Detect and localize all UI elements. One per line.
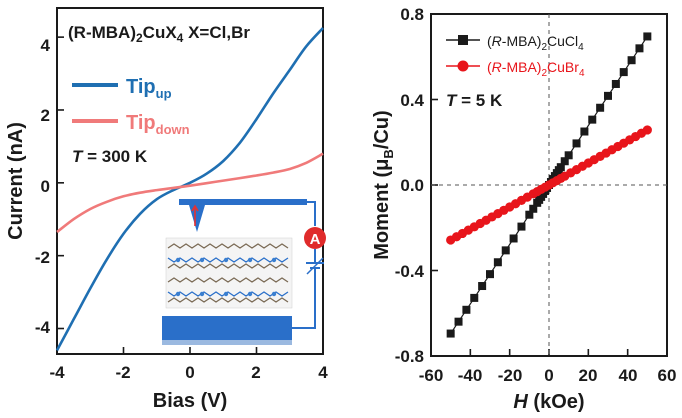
- circuit-wire-bottom: [292, 269, 316, 329]
- tip-icon: [189, 205, 205, 232]
- right-ytick: 0.4: [400, 91, 424, 110]
- data-point-cucl4: [509, 234, 518, 243]
- right-temperature-label: T = 5 K: [446, 91, 503, 110]
- ammeter-label: A: [310, 231, 321, 248]
- legend-marker-cubr4: [457, 60, 469, 72]
- data-point-cucl4: [446, 329, 455, 338]
- left-ytick: 4: [41, 36, 51, 55]
- legend-label-cubr4: (R-MBA)2CuBr4: [487, 59, 585, 79]
- left-y-tick-labels: -4 -2 0 2 4: [35, 36, 51, 337]
- data-point-cubr4: [642, 125, 652, 135]
- data-point-cucl4: [493, 258, 502, 267]
- right-ytick: 0.8: [400, 5, 424, 24]
- data-point-cucl4: [611, 79, 620, 88]
- data-point-cucl4: [501, 246, 510, 255]
- right-legend: (R-MBA)2CuCl4 (R-MBA)2CuBr4: [446, 33, 585, 79]
- series-line-tip-up: [55, 27, 324, 352]
- left-legend: Tipup Tipdown: [72, 76, 190, 137]
- data-point-cucl4: [596, 103, 605, 112]
- legend-label-cucl4: (R-MBA)2CuCl4: [487, 33, 584, 53]
- right-x-axis-label: H (kOe): [513, 391, 584, 413]
- series-line-tip-down: [56, 152, 324, 234]
- stm-schematic-inset: A: [162, 199, 326, 345]
- right-ytick: 0.0: [400, 176, 424, 195]
- molecular-layers: [165, 237, 293, 309]
- substrate-electrode: [162, 316, 292, 340]
- legend-label-tip-up: Tipup: [126, 76, 172, 101]
- legend-marker-cucl4: [458, 35, 468, 45]
- data-point-cucl4: [454, 317, 463, 326]
- legend-label-tip-down: Tipdown: [126, 112, 190, 137]
- data-point-cucl4: [470, 293, 479, 302]
- right-y-axis-label: Moment (μB/Cu): [371, 110, 396, 259]
- left-ytick: 2: [41, 106, 50, 125]
- data-point-cucl4: [627, 56, 636, 65]
- data-point-cucl4: [619, 68, 628, 77]
- data-point-cucl4: [604, 91, 612, 100]
- right-data-series: [446, 32, 652, 338]
- circuit-wire-top: [307, 201, 316, 226]
- ammeter-icon: [304, 227, 326, 249]
- left-xtick: 4: [318, 363, 328, 382]
- data-point-cucl4: [462, 305, 471, 314]
- crystal-block: [165, 237, 293, 309]
- data-point-cucl4: [580, 127, 589, 136]
- right-xtick: -60: [419, 366, 444, 385]
- left-temperature-label: T = 300 K: [72, 147, 148, 166]
- data-point-cucl4: [560, 157, 569, 166]
- left-panel: -4 -2 0 2 4 -4 -2 0 2 4 Bias (V) Current…: [5, 7, 328, 412]
- left-ytick: 0: [41, 177, 50, 196]
- data-point-cucl4: [478, 282, 487, 291]
- left-curves: [55, 27, 324, 352]
- data-point-cucl4: [572, 139, 581, 148]
- right-xtick: 40: [619, 366, 638, 385]
- data-point-cucl4: [588, 115, 597, 124]
- substrate-shadow: [162, 340, 292, 345]
- data-point-cucl4: [556, 163, 565, 172]
- right-xtick: -20: [498, 366, 523, 385]
- right-xtick: 20: [579, 366, 598, 385]
- right-xtick: -40: [458, 366, 483, 385]
- left-panel-title: (R-MBA)2CuX4 X=Cl,Br: [68, 23, 250, 45]
- spin-arrowhead-icon: [191, 204, 199, 212]
- right-y-tick-labels: -0.8 -0.4 0.0 0.4 0.8: [395, 5, 425, 366]
- left-xtick: -4: [49, 363, 65, 382]
- left-xtick: -2: [115, 363, 130, 382]
- right-x-tick-labels: -60 -40 -20 0 20 40 60: [419, 366, 677, 385]
- data-point-cucl4: [529, 204, 538, 213]
- data-point-cucl4: [564, 151, 573, 160]
- right-xtick: 60: [658, 366, 677, 385]
- data-point-cucl4: [525, 210, 534, 219]
- right-panel: -60 -40 -20 0 20 40 60 -0.8 -0.4 0.0 0.4…: [371, 5, 676, 413]
- right-xtick: 0: [544, 366, 553, 385]
- right-ytick: -0.4: [395, 262, 425, 281]
- variable-source-arrow: [306, 257, 324, 275]
- left-ytick: -2: [35, 248, 50, 267]
- left-xtick: 2: [251, 363, 260, 382]
- left-x-axis-label: Bias (V): [153, 390, 227, 412]
- data-point-cucl4: [643, 32, 652, 41]
- left-y-axis-label: Current (nA): [5, 122, 27, 240]
- data-point-cucl4: [635, 44, 644, 53]
- left-ytick: -4: [35, 318, 51, 337]
- right-ytick: -0.8: [395, 347, 424, 366]
- tip-holder-bar: [179, 199, 307, 205]
- left-xtick: 0: [185, 363, 194, 382]
- data-point-cucl4: [517, 222, 526, 231]
- left-x-tick-labels: -4 -2 0 2 4: [49, 363, 328, 382]
- data-point-cucl4: [486, 270, 494, 279]
